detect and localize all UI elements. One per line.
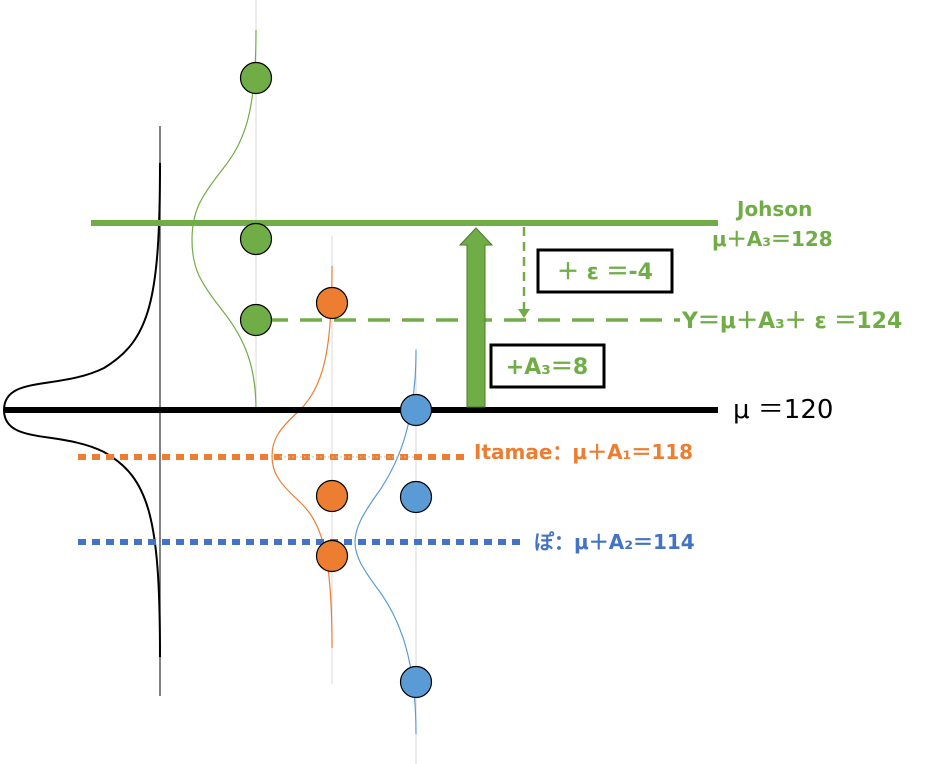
itamae-point-2 [315,479,349,513]
epsilon-arrowhead [518,309,530,318]
johnson-name-label: Johson [735,197,812,221]
mu-label: μ ＝120 [733,395,833,425]
po-label: ぽ：μ＋A₂＝114 [534,530,695,554]
johnson-formula-label: μ＋A₃＝128 [712,227,833,251]
johnson-point-2 [239,222,273,256]
a3-effect-arrow [458,227,494,408]
itamae-label: Itamae：μ＋A₁＝118 [474,440,693,464]
po-point-3 [399,665,433,699]
po-point-1 [399,393,433,427]
po-point-2 [399,480,433,514]
itamae-point-1 [315,286,349,320]
itamae-point-3 [315,539,349,573]
johnson-point-1 [239,61,273,95]
epsilon-box [536,248,674,294]
johnson-point-3 [239,303,273,337]
epsilon-box-label: ＋ ε ＝-4 [557,260,653,285]
a3-box-label: +A₃＝8 [506,355,588,380]
johnson-distribution-curve [191,29,257,411]
a3-box [489,343,606,389]
y-formula-label: Y＝μ＋A₃＋ ε ＝124 [681,309,902,334]
po-distribution-curve [354,349,417,735]
